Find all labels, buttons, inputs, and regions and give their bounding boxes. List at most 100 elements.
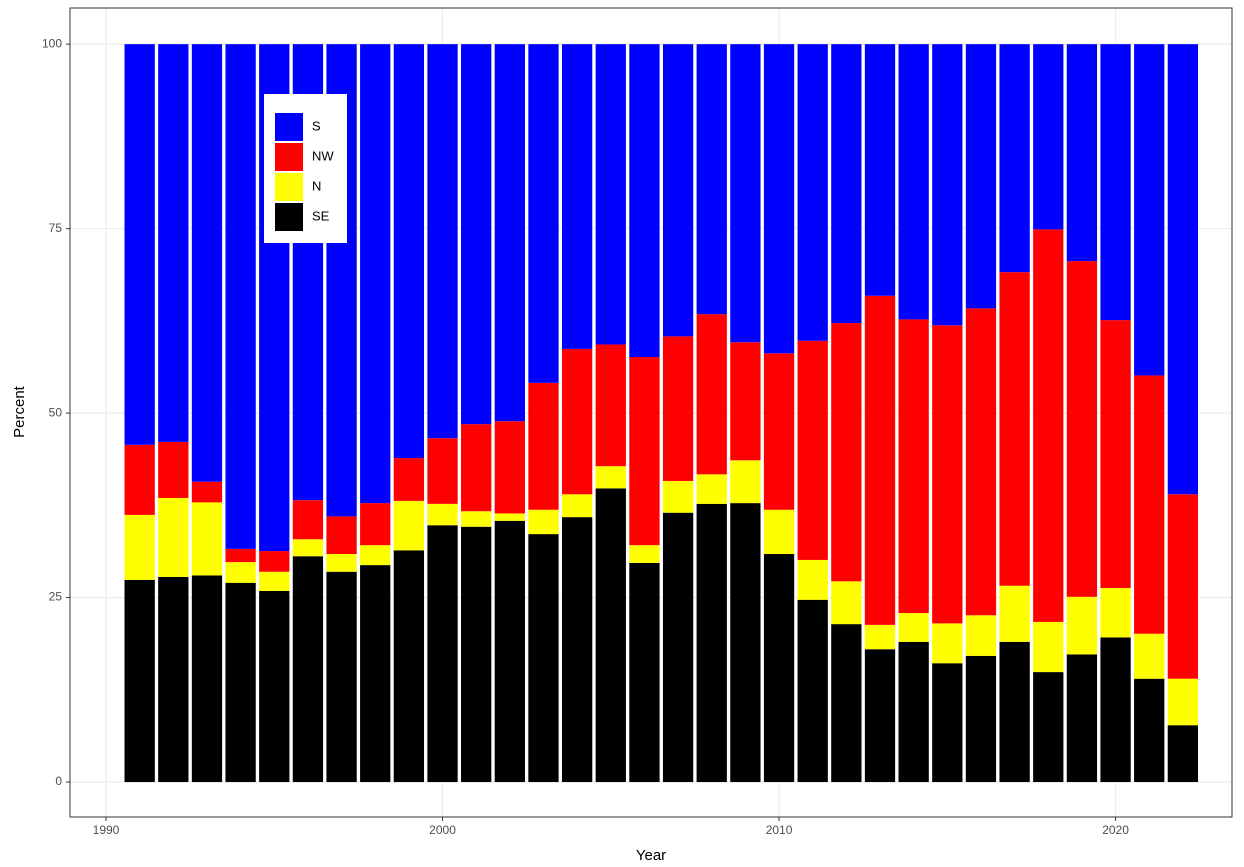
bar-segment	[1167, 44, 1199, 495]
y-tick-label: 50	[49, 405, 63, 419]
bar-segment	[595, 344, 626, 467]
bar-segment	[461, 424, 492, 512]
y-axis-title: Percent	[11, 385, 28, 438]
bar-segment	[898, 613, 929, 642]
bar-segment	[259, 571, 290, 591]
x-tick-label: 2010	[766, 823, 793, 837]
bar-segment	[494, 421, 525, 514]
bar-segment	[393, 500, 425, 551]
bar-segment	[225, 44, 256, 549]
bar-segment	[360, 44, 391, 504]
bar-segment	[1167, 725, 1199, 783]
bar-segment	[1100, 637, 1131, 783]
bar-segment	[696, 44, 727, 315]
bar-segment	[528, 534, 559, 783]
legend-key	[275, 203, 303, 231]
bar-segment	[158, 44, 189, 442]
bar-segment	[393, 44, 425, 459]
bar-segment	[292, 500, 324, 540]
bar-segment	[763, 509, 795, 555]
bar-segment	[1066, 654, 1098, 783]
bar-segment	[864, 649, 896, 783]
bar-segment	[427, 44, 458, 439]
bar-segment	[561, 517, 593, 783]
bar-segment	[225, 562, 256, 583]
bar-segment	[461, 44, 492, 425]
bar-segment	[999, 44, 1030, 273]
bar-segment	[864, 44, 896, 296]
bar-segment	[528, 44, 559, 383]
bar-segment	[965, 615, 997, 656]
x-tick-label: 2000	[429, 823, 456, 837]
bar-segment	[427, 525, 458, 783]
bar-segment	[1033, 44, 1064, 230]
bar-segment	[1134, 678, 1165, 783]
bar-segment	[326, 571, 357, 783]
bar-segment	[730, 44, 761, 343]
bar-segment	[831, 44, 862, 324]
y-tick-label: 100	[42, 36, 62, 50]
bar-segment	[662, 44, 694, 337]
bar-segment	[932, 663, 963, 783]
bar-segment	[326, 516, 357, 555]
bar-segment	[427, 503, 458, 526]
bar-segment	[225, 582, 256, 783]
bar-segment	[191, 44, 223, 482]
legend-key	[275, 173, 303, 201]
bar-segment	[1167, 678, 1199, 726]
bar-segment	[1134, 44, 1165, 376]
bar-segment	[831, 624, 862, 783]
bar-segment	[999, 272, 1030, 586]
bar-segment	[797, 340, 828, 560]
bar-segment	[999, 641, 1030, 783]
bar-segment	[1134, 633, 1165, 679]
x-tick-label: 1990	[93, 823, 120, 837]
bar-segment	[898, 44, 929, 320]
bar-segment	[124, 444, 155, 515]
bar-segment	[763, 44, 795, 354]
bar-segment	[360, 565, 391, 783]
bar-segment	[763, 353, 795, 510]
bar-segment	[259, 551, 290, 572]
bar-segment	[393, 550, 425, 783]
bar-segment	[965, 655, 997, 783]
bar-segment	[864, 295, 896, 625]
bar-segment	[561, 494, 593, 518]
bar-segment	[191, 575, 223, 783]
bar-segment	[831, 323, 862, 582]
bar-segment	[1100, 587, 1131, 638]
plot-border	[69, 7, 1233, 818]
bar-segment	[1033, 672, 1064, 783]
bar-segment	[696, 503, 727, 783]
bar-segment	[124, 579, 155, 783]
bar-segment	[797, 599, 828, 783]
bar-segment	[1033, 621, 1064, 673]
bar-segment	[494, 513, 525, 521]
bar-segment	[1066, 44, 1098, 262]
legend-label: N	[312, 178, 321, 193]
bar-segment	[528, 509, 559, 535]
bar-segment	[1134, 375, 1165, 634]
bar-segment	[1066, 596, 1098, 655]
bar-segment	[932, 623, 963, 664]
bar-segment	[662, 480, 694, 513]
legend-label: NW	[312, 148, 334, 163]
bar-segment	[561, 44, 593, 349]
bar-segment	[1100, 44, 1131, 321]
bar-segment	[965, 44, 997, 309]
bar-segment	[595, 44, 626, 345]
bar-segment	[1100, 320, 1131, 588]
bar-segment	[292, 556, 324, 783]
bar-segment	[932, 325, 963, 624]
bar-segment	[662, 512, 694, 783]
bar-segment	[629, 357, 660, 546]
legend-label: SE	[312, 208, 330, 223]
bar-segment	[629, 562, 660, 783]
bar-segment	[1066, 261, 1098, 597]
bar-segment	[932, 44, 963, 326]
x-tick-label: 2020	[1102, 823, 1129, 837]
bar-segment	[326, 554, 357, 572]
bar-segment	[696, 474, 727, 504]
